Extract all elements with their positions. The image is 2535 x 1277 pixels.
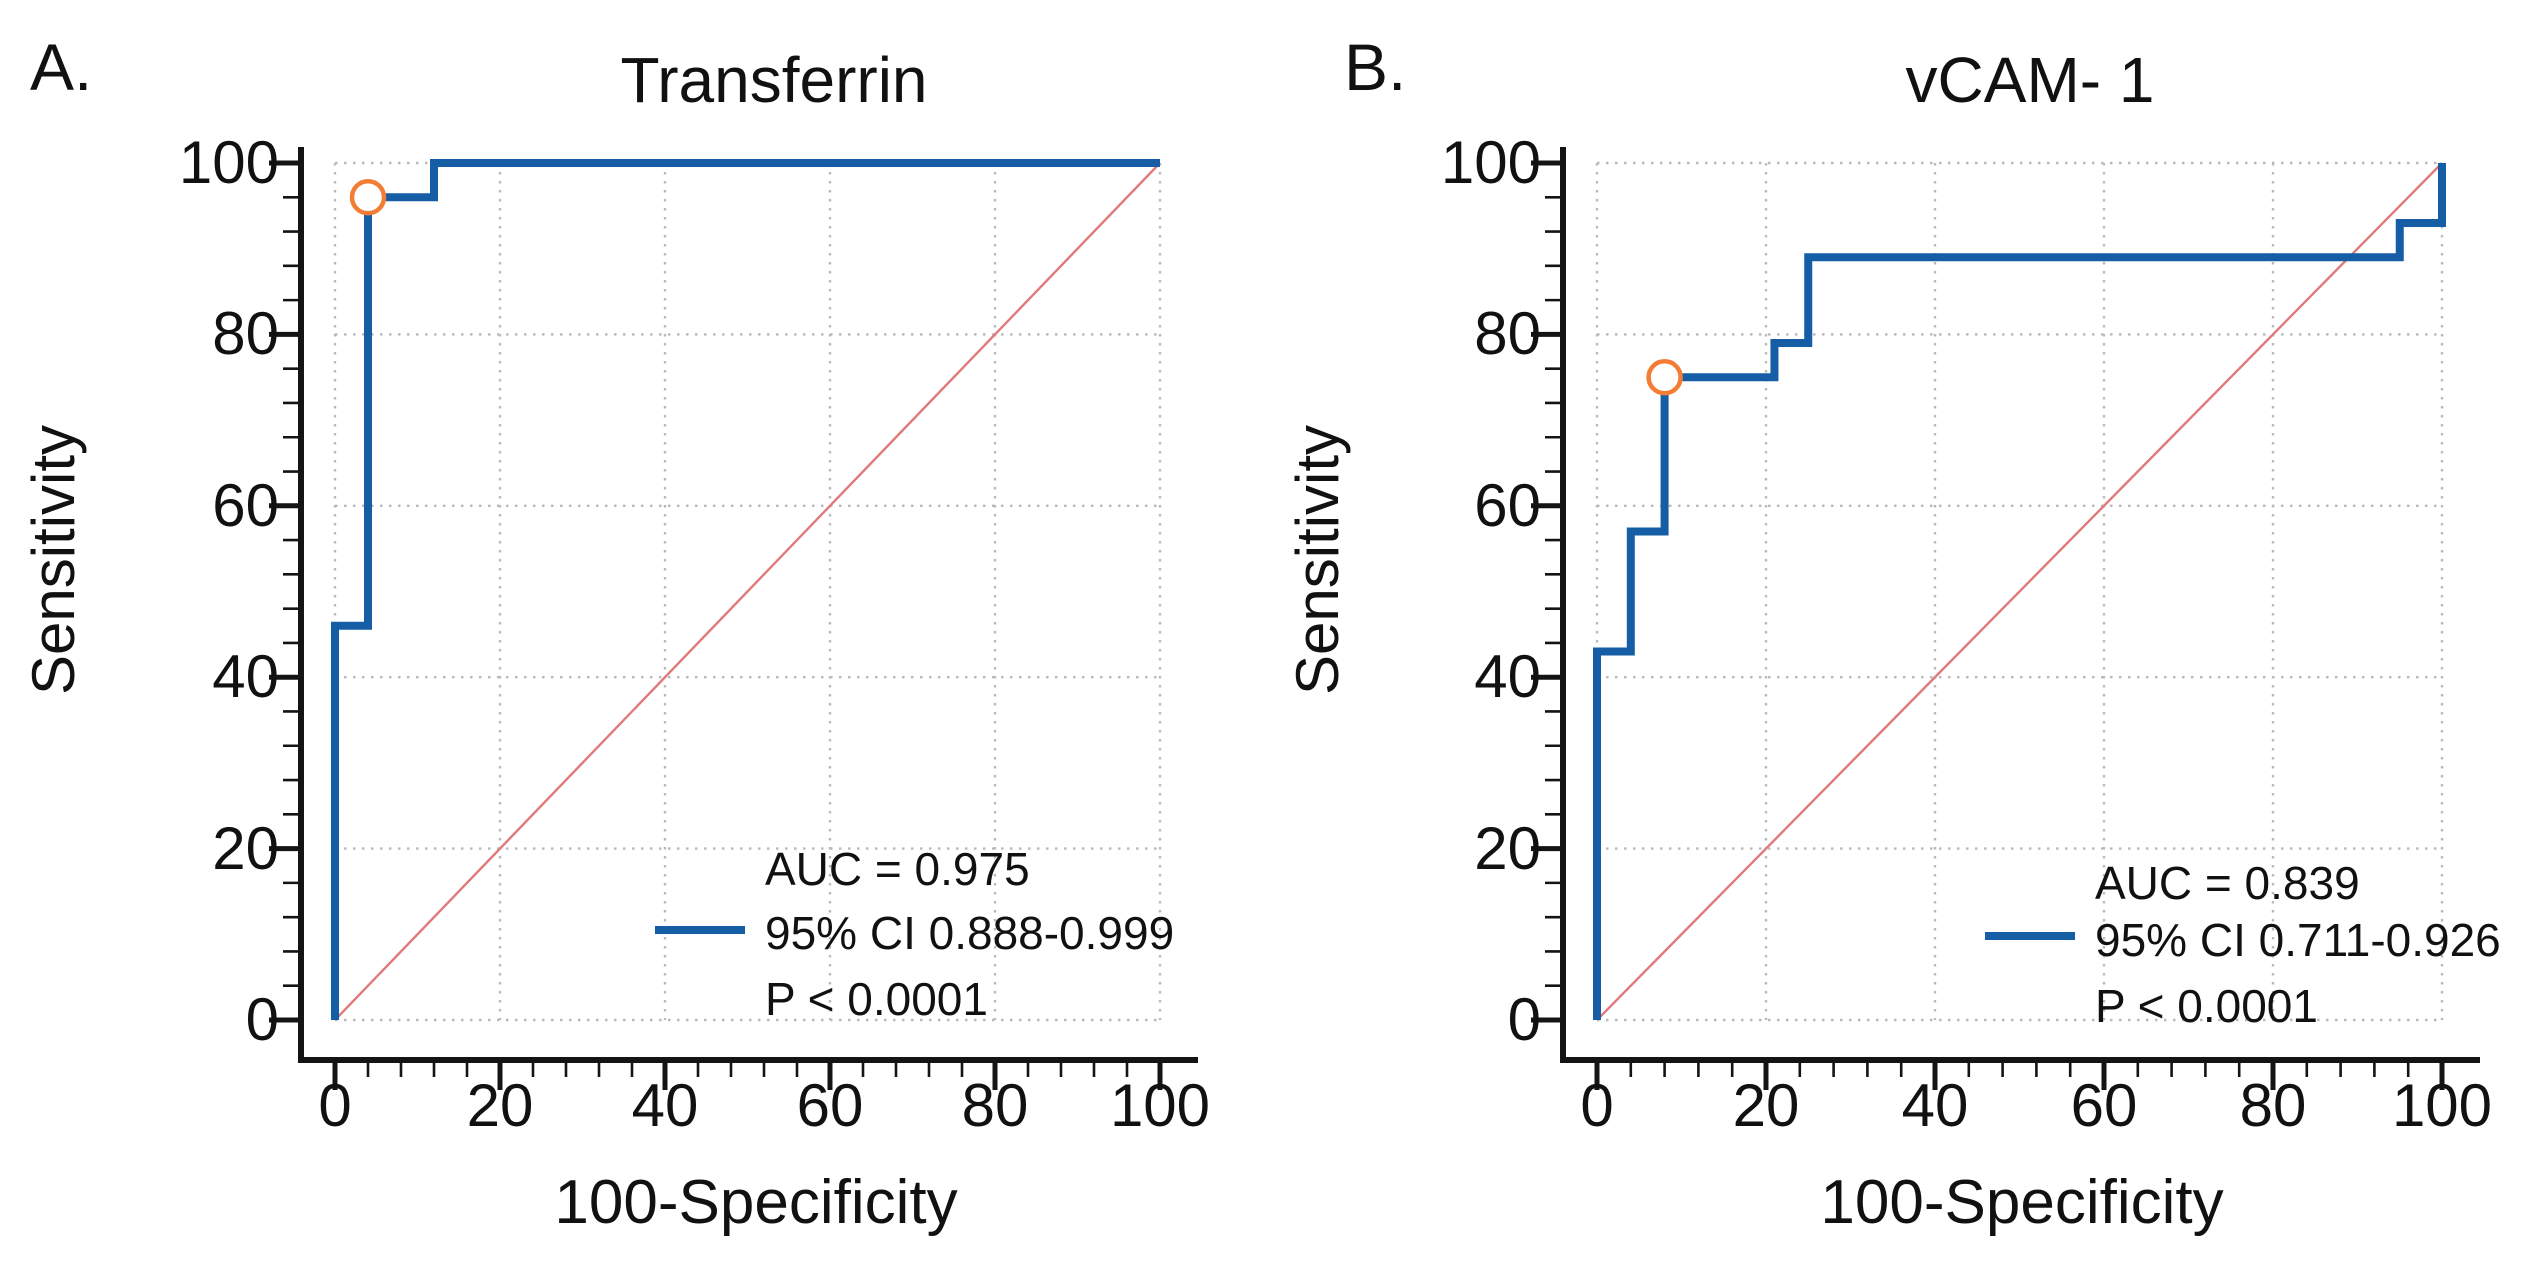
roc-panel-a [269, 147, 1198, 1090]
axis-ticks [1531, 160, 2445, 1090]
gridlines [1595, 161, 2444, 1022]
axis-ticks [269, 160, 1163, 1090]
operating-point-marker [349, 179, 387, 216]
roc-panel-b [1531, 147, 2480, 1090]
reference-diagonal-line [334, 162, 1161, 1021]
axes [1560, 147, 2480, 1063]
operating-point-marker [1646, 359, 1683, 396]
roc-curve [1593, 163, 2446, 1020]
axes [298, 147, 1198, 1063]
reference-diagonal-line [1596, 162, 2443, 1021]
